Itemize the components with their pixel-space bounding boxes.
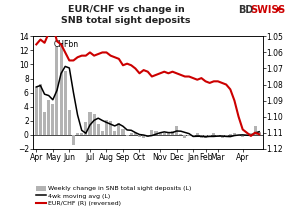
Bar bbox=[122, 129, 124, 135]
Bar bbox=[163, 133, 166, 135]
Text: BD: BD bbox=[238, 5, 254, 15]
Bar bbox=[51, 104, 54, 135]
Bar bbox=[72, 135, 75, 145]
Bar bbox=[159, 133, 162, 135]
Bar bbox=[183, 135, 186, 138]
Bar bbox=[64, 71, 67, 135]
Legend: Weekly change in SNB total sight deposits (L), 4wk moving avg (L), EUR/CHF (R) (: Weekly change in SNB total sight deposit… bbox=[36, 186, 191, 206]
Bar bbox=[249, 133, 253, 135]
Bar bbox=[43, 111, 46, 135]
Bar bbox=[109, 121, 112, 135]
Bar bbox=[254, 126, 256, 135]
Bar bbox=[138, 135, 141, 137]
Bar bbox=[167, 133, 170, 135]
Bar bbox=[146, 135, 149, 137]
Bar bbox=[200, 135, 203, 138]
Bar bbox=[113, 131, 116, 135]
Bar bbox=[220, 135, 224, 138]
Bar bbox=[134, 133, 137, 135]
Bar bbox=[196, 133, 199, 135]
Bar bbox=[105, 120, 108, 135]
Bar bbox=[101, 131, 104, 135]
Bar bbox=[76, 133, 79, 135]
Bar bbox=[208, 135, 211, 136]
Bar bbox=[150, 131, 153, 135]
Bar bbox=[68, 110, 71, 135]
Bar bbox=[216, 135, 220, 137]
Bar bbox=[229, 134, 232, 135]
Bar bbox=[154, 131, 158, 135]
Bar bbox=[188, 135, 190, 136]
Bar bbox=[47, 100, 50, 135]
Bar bbox=[171, 131, 174, 135]
Text: CHFbn: CHFbn bbox=[54, 40, 79, 49]
Bar bbox=[204, 135, 207, 138]
Bar bbox=[56, 47, 58, 135]
Bar bbox=[92, 114, 96, 135]
Bar bbox=[179, 134, 182, 135]
Bar bbox=[237, 135, 240, 136]
Bar bbox=[39, 84, 42, 135]
Bar bbox=[130, 133, 133, 135]
Bar bbox=[117, 123, 120, 135]
Bar bbox=[88, 112, 92, 135]
Text: SWISS: SWISS bbox=[250, 5, 286, 15]
Bar bbox=[59, 43, 63, 135]
Bar bbox=[142, 135, 145, 138]
Bar bbox=[225, 135, 228, 137]
Bar bbox=[192, 135, 195, 137]
Bar bbox=[126, 135, 129, 136]
Bar bbox=[175, 126, 178, 135]
Bar bbox=[97, 124, 100, 135]
Bar bbox=[241, 135, 244, 137]
Bar bbox=[35, 87, 38, 135]
Bar bbox=[80, 133, 83, 135]
Bar bbox=[212, 133, 215, 135]
Bar bbox=[233, 133, 236, 135]
Text: EUR/CHF vs change in
SNB total sight deposits: EUR/CHF vs change in SNB total sight dep… bbox=[61, 5, 191, 25]
Bar bbox=[258, 132, 261, 135]
Bar bbox=[84, 122, 87, 135]
Text: ▶: ▶ bbox=[277, 6, 283, 12]
